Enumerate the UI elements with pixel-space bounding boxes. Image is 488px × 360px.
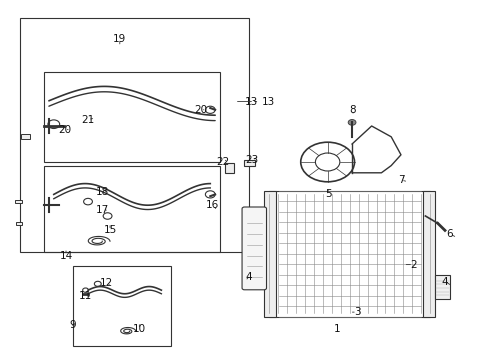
Bar bbox=[44, 166, 220, 252]
Text: 19: 19 bbox=[113, 34, 126, 44]
Bar bbox=[44, 72, 220, 162]
Text: 13: 13 bbox=[244, 96, 258, 107]
Text: 21: 21 bbox=[81, 114, 95, 125]
Text: 5: 5 bbox=[325, 189, 331, 199]
Text: 12: 12 bbox=[100, 278, 113, 288]
Text: 9: 9 bbox=[69, 320, 76, 330]
Text: 22: 22 bbox=[216, 157, 229, 167]
Bar bbox=[73, 266, 171, 346]
Bar bbox=[244, 160, 255, 166]
Text: 7: 7 bbox=[397, 175, 404, 185]
Text: 13: 13 bbox=[261, 96, 274, 107]
Bar bbox=[264, 191, 276, 317]
Text: 2: 2 bbox=[409, 260, 416, 270]
Text: 11: 11 bbox=[79, 291, 92, 301]
Text: 14: 14 bbox=[59, 251, 73, 261]
Bar bbox=[16, 222, 21, 225]
Text: 15: 15 bbox=[103, 225, 117, 235]
Text: 4: 4 bbox=[441, 276, 447, 287]
Text: 4: 4 bbox=[244, 272, 251, 282]
Text: 10: 10 bbox=[133, 324, 145, 334]
Bar bbox=[224, 163, 233, 173]
Text: 20: 20 bbox=[58, 125, 71, 135]
Text: 1: 1 bbox=[333, 324, 340, 334]
Text: 3: 3 bbox=[353, 307, 360, 317]
Text: 18: 18 bbox=[96, 186, 109, 197]
Bar bbox=[15, 200, 22, 203]
Bar bbox=[268, 191, 429, 317]
Text: 6: 6 bbox=[446, 229, 452, 239]
Text: 16: 16 bbox=[205, 200, 219, 210]
FancyBboxPatch shape bbox=[242, 207, 266, 290]
Bar bbox=[20, 18, 249, 252]
Bar bbox=[422, 191, 434, 317]
Text: 23: 23 bbox=[244, 155, 258, 165]
Text: 17: 17 bbox=[96, 204, 109, 215]
Bar bbox=[20, 134, 30, 139]
Circle shape bbox=[347, 120, 355, 125]
Bar bbox=[434, 275, 449, 299]
Text: 20: 20 bbox=[194, 105, 206, 115]
Text: 8: 8 bbox=[349, 105, 356, 115]
